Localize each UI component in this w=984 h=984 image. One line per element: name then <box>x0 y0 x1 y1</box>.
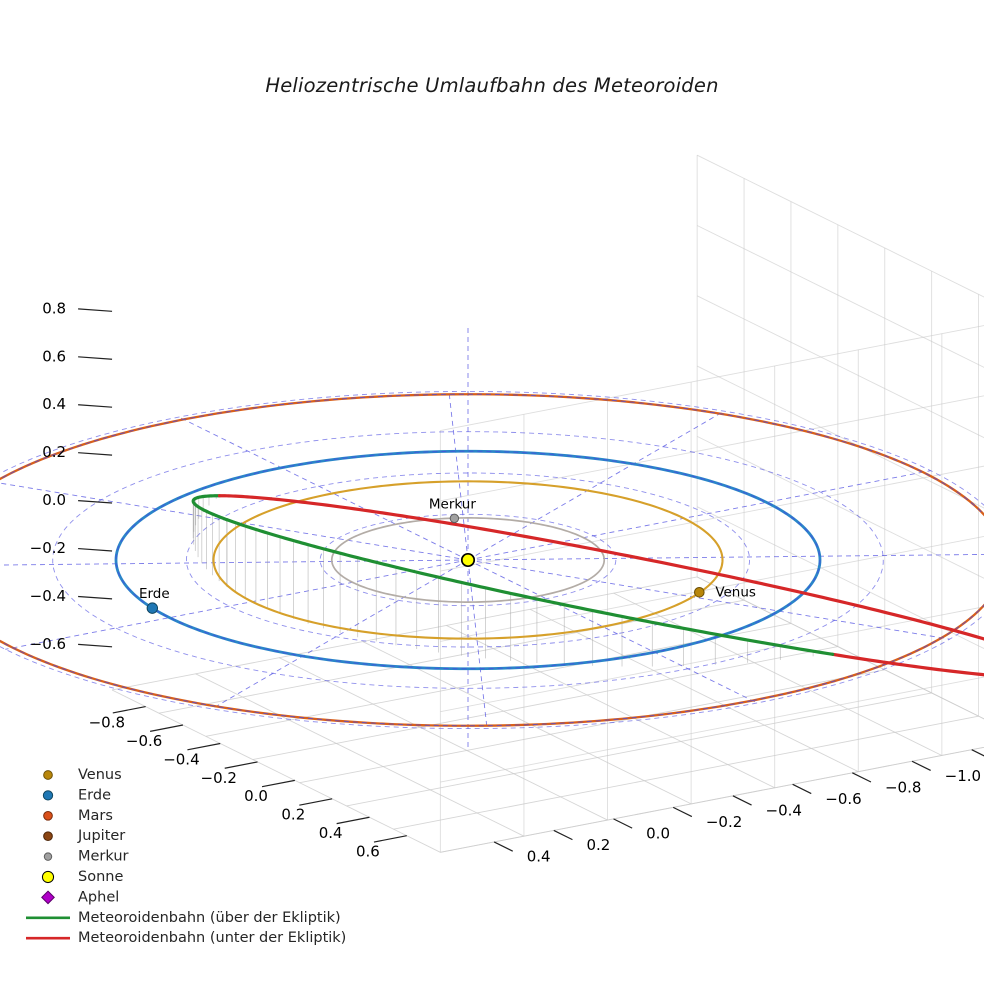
body-labels: MerkurVenusErdeMars <box>139 496 756 602</box>
page-title: Heliozentrische Umlaufbahn des Meteoroid… <box>265 74 719 97</box>
legend-item[interactable]: Meteoroidenbahn (über der Ekliptik) <box>26 910 341 926</box>
legend-label: Jupiter <box>77 828 125 844</box>
legend-item[interactable]: Aphel <box>41 889 120 905</box>
tick-label: −0.4 <box>163 750 199 768</box>
legend-marker-jupiter-icon <box>43 831 53 842</box>
marker-sonne <box>460 552 476 568</box>
tick-label: −0.8 <box>89 713 125 731</box>
tick-label: 0.0 <box>244 787 268 805</box>
legend-label: Mars <box>78 808 113 824</box>
tick-label: 0.8 <box>42 299 66 317</box>
tick-label: −0.2 <box>201 769 237 787</box>
orbit-merkur <box>330 517 606 603</box>
tick-label: −0.2 <box>706 813 742 831</box>
body-markers <box>146 513 705 614</box>
radial-guide-grid <box>0 325 984 747</box>
meteoroid-path-below-ecliptic <box>217 494 984 677</box>
legend-marker-erde-icon <box>42 790 54 801</box>
planet-orbits <box>0 393 984 727</box>
tick-label: 0.2 <box>281 806 305 824</box>
tick-label: −0.4 <box>30 587 66 605</box>
orbit-erde-projection <box>115 450 821 670</box>
tick-label: −0.8 <box>885 779 921 797</box>
label-venus: Venus <box>715 584 756 600</box>
tick-label: 0.4 <box>42 395 66 413</box>
marker-venus <box>694 586 705 598</box>
tick-label: 0.4 <box>527 848 551 866</box>
legend-label: Venus <box>78 767 122 783</box>
tick-label: −0.6 <box>126 732 162 750</box>
marker-merkur <box>449 513 460 524</box>
axis-tick-marks <box>78 308 984 852</box>
legend-label: Meteoroidenbahn (über der Ekliptik) <box>78 910 341 926</box>
tick-label: −0.6 <box>825 790 861 808</box>
label-merkur: Merkur <box>429 496 476 512</box>
legend-item[interactable]: Sonne <box>41 869 123 885</box>
legend-label: Meteoroidenbahn (unter der Ekliptik) <box>78 930 346 946</box>
legend-marker-aphel-icon <box>41 890 55 905</box>
legend-marker-mars-icon <box>43 810 53 821</box>
meteoroid-orbit <box>191 494 984 677</box>
tick-label: −1.0 <box>945 767 981 785</box>
tick-label: −0.6 <box>30 635 66 653</box>
tick-label: 0.6 <box>356 843 380 861</box>
tick-label: 0.4 <box>319 824 343 842</box>
legend-label: Erde <box>78 787 111 803</box>
label-erde: Erde <box>139 586 170 602</box>
tick-label: 0.0 <box>42 491 66 509</box>
tick-label: 0.2 <box>586 836 610 854</box>
meteoroid-path-above-ecliptic <box>225 518 835 656</box>
legend-marker-venus-icon <box>43 770 53 780</box>
marker-erde <box>146 602 159 614</box>
legend: Venus Erde Mars Jupiter Merkur Sonne Aphel Mete… <box>26 767 346 946</box>
tick-label: 0.2 <box>42 443 66 461</box>
orbit-mars-projection <box>0 393 984 727</box>
legend-item[interactable]: Meteoroidenbahn (unter der Ekliptik) <box>26 930 346 946</box>
tick-label: 0.6 <box>42 347 66 365</box>
legend-marker-merkur-icon <box>43 852 53 861</box>
legend-label: Sonne <box>78 869 123 885</box>
meteoroid-path-above-ecliptic <box>191 494 229 522</box>
legend-item[interactable]: Venus <box>43 767 122 783</box>
orbit-venus <box>212 480 724 640</box>
axis-tick-labels: −0.8−0.6−0.4−0.20.00.20.40.6−1.2−1.0−0.8… <box>30 299 981 866</box>
tick-label: −0.2 <box>30 539 66 557</box>
legend-item[interactable]: Erde <box>42 787 111 803</box>
tick-label: 0.0 <box>646 825 670 843</box>
legend-marker-sonne-icon <box>41 870 55 884</box>
legend-label: Aphel <box>78 889 119 905</box>
pane-grids <box>111 154 984 853</box>
tick-label: −0.4 <box>766 802 802 820</box>
legend-label: Merkur <box>78 849 129 865</box>
legend-item[interactable]: Mars <box>43 808 113 824</box>
legend-item[interactable]: Jupiter <box>43 828 126 844</box>
orbit-mars <box>0 393 984 727</box>
legend-item[interactable]: Merkur <box>43 849 129 865</box>
